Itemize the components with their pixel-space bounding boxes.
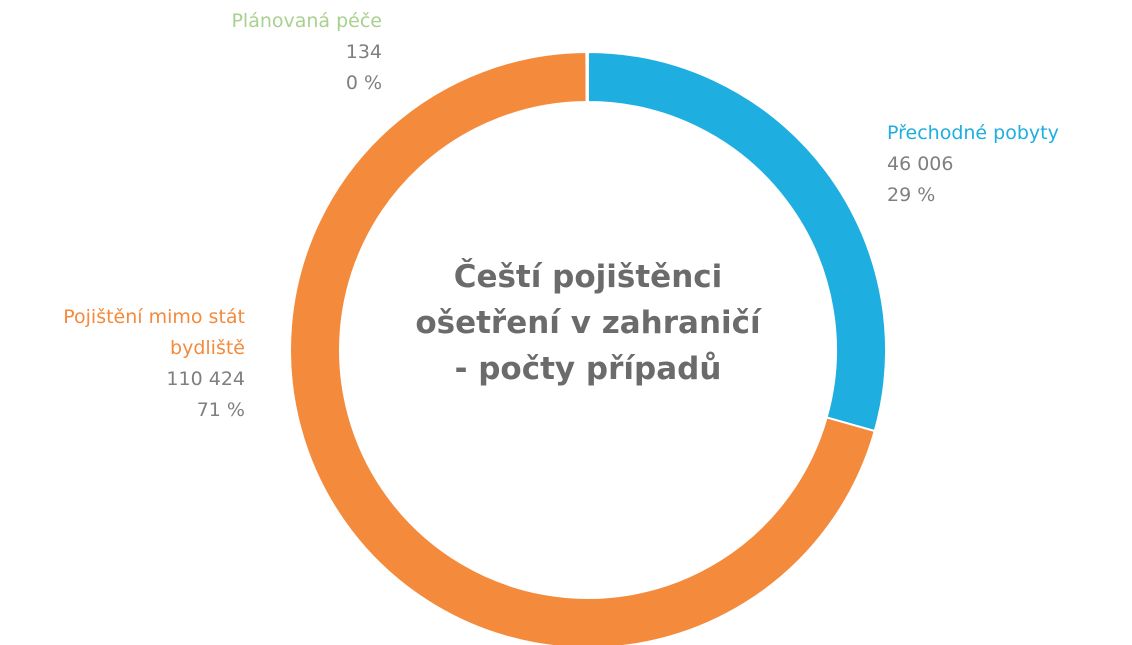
percent-label: 0 % xyxy=(345,72,382,94)
percent-label: 71 % xyxy=(196,399,245,421)
category-label: Plánovaná péče xyxy=(231,10,382,32)
chart-title: Čeští pojištěnci ošetření v zahraničí - … xyxy=(415,259,761,387)
value-label: 134 xyxy=(345,41,382,63)
category-label: Přechodné pobyty xyxy=(887,122,1059,144)
percent-label: 29 % xyxy=(887,184,936,206)
slice-label: Přechodné pobyty 46 006 29 % xyxy=(887,118,1127,211)
slice-label: Plánovaná péče 134 0 % xyxy=(122,6,382,99)
value-label: 110 424 xyxy=(166,368,245,390)
donut-slice xyxy=(585,50,589,104)
value-label: 46 006 xyxy=(887,153,954,175)
donut-slice xyxy=(289,50,876,645)
category-label: Pojištění mimo stát bydliště xyxy=(63,306,245,359)
slice-label: Pojištění mimo stát bydliště 110 424 71 % xyxy=(0,302,245,426)
